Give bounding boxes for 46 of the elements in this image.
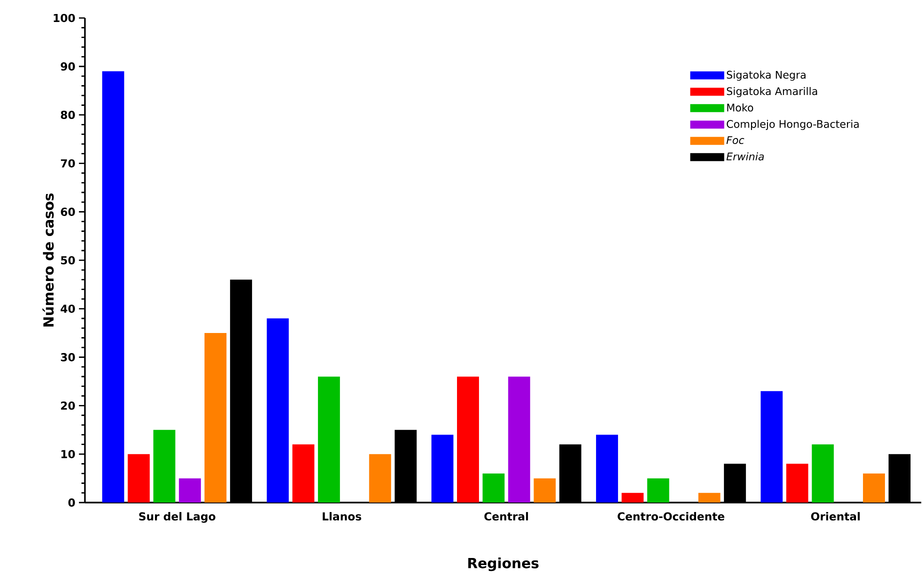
bar <box>128 454 150 502</box>
bar <box>698 492 720 502</box>
bar <box>102 71 124 502</box>
y-tick-label: 50 <box>61 256 75 264</box>
legend-label: Sigatoka Negra <box>726 70 806 80</box>
bar <box>369 454 392 502</box>
legend-label: Complejo Hongo-Bacteria <box>726 120 859 130</box>
legend-label: Moko <box>727 103 754 112</box>
legend-label: Foc <box>726 136 744 144</box>
bar <box>153 430 176 502</box>
bar <box>596 434 618 502</box>
y-tick-label: 40 <box>60 304 75 313</box>
bar <box>862 473 885 502</box>
bar <box>622 492 644 502</box>
bar <box>318 376 340 502</box>
bar <box>534 478 556 502</box>
x-tick-label: Llanos <box>322 512 362 520</box>
bar <box>786 464 808 502</box>
y-tick-label: 70 <box>60 158 75 168</box>
bar <box>760 390 783 502</box>
bar <box>508 376 530 502</box>
x-axis-title: Regiones <box>468 557 538 571</box>
y-axis-title: Número de casos <box>42 193 54 326</box>
y-tick-label: 80 <box>60 110 75 119</box>
y-tick-label: 0 <box>68 498 75 506</box>
x-tick-label: Sur del Lago <box>139 512 216 522</box>
legend-label: Erwinia <box>726 152 764 160</box>
x-tick-label: Centro-Occidente <box>618 512 724 520</box>
y-tick-label: 100 <box>54 14 75 22</box>
bar <box>457 376 479 502</box>
legend-label: Sigatoka Amarilla <box>726 86 818 97</box>
bar <box>812 444 834 502</box>
y-tick-label: 30 <box>60 352 75 362</box>
bar <box>204 332 226 502</box>
y-tick-label: 20 <box>61 401 75 410</box>
y-tick-label: 60 <box>60 207 75 216</box>
x-tick-label: Oriental <box>811 512 860 520</box>
x-tick-label: Central <box>484 512 528 520</box>
bar <box>292 444 314 502</box>
bar <box>431 434 454 502</box>
bar <box>647 478 670 502</box>
bar <box>482 473 505 502</box>
bar <box>266 318 289 502</box>
y-tick-label: 10 <box>61 450 75 458</box>
y-tick-label: 90 <box>60 62 75 70</box>
bar <box>178 478 201 502</box>
